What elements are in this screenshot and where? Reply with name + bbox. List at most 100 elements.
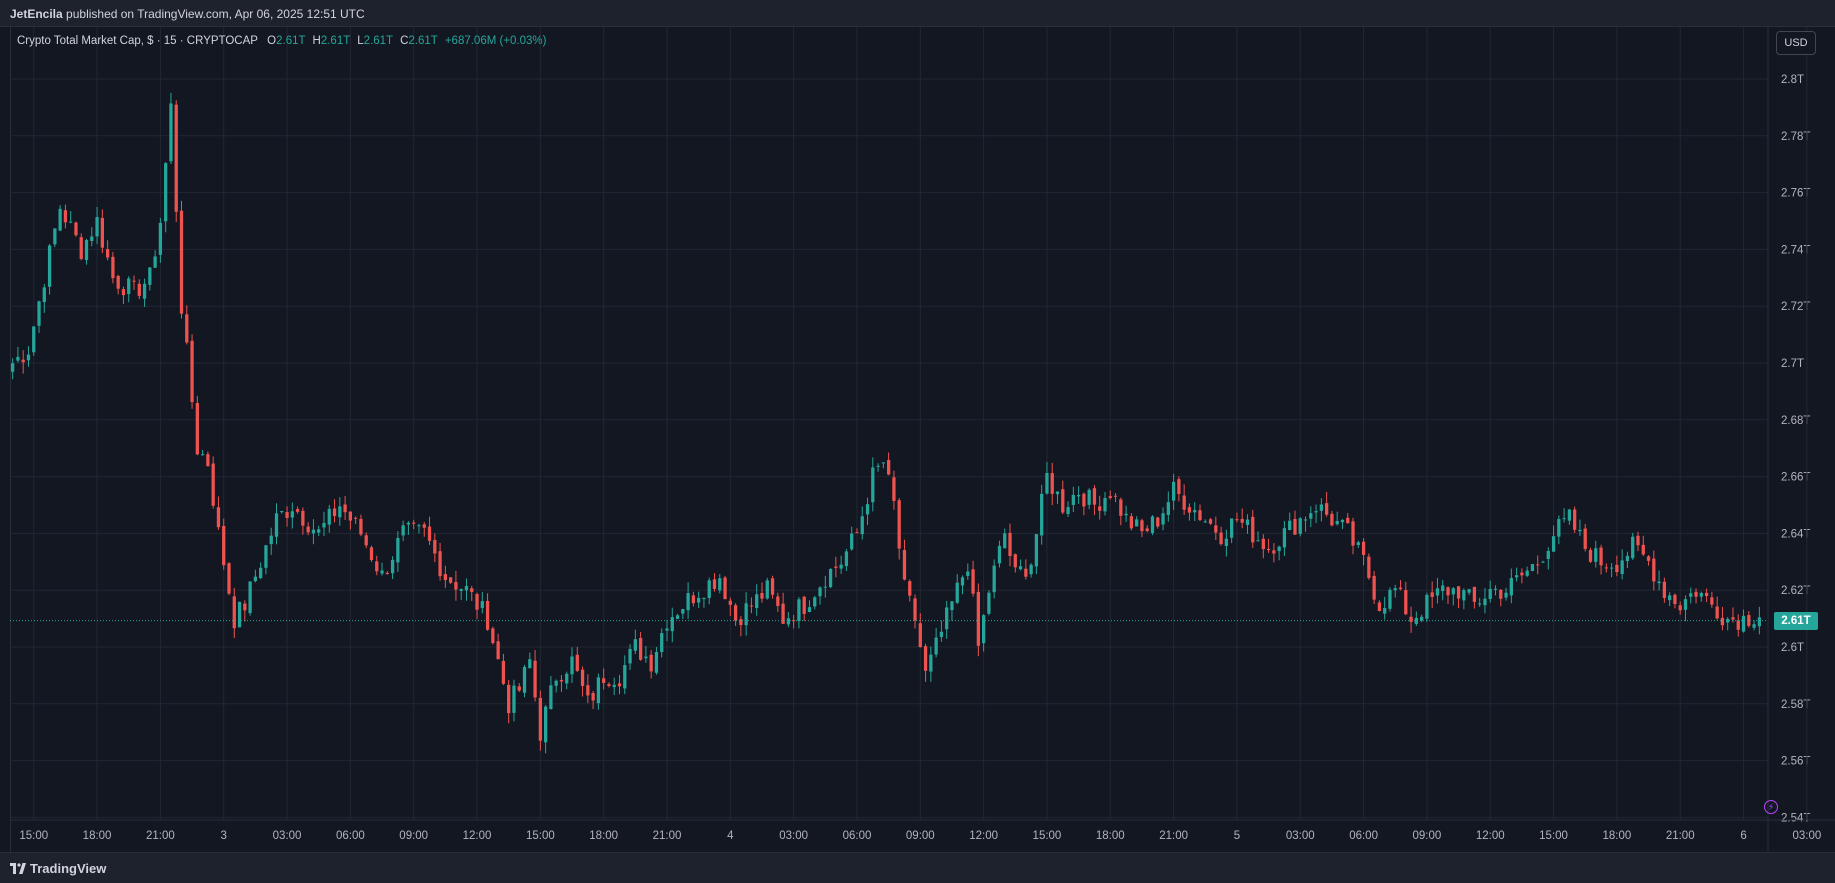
y-tick-label: 2.72T bbox=[1781, 301, 1810, 313]
candle-body bbox=[770, 578, 775, 595]
candle-body bbox=[855, 532, 859, 534]
candle-body bbox=[997, 545, 1002, 564]
candle-body bbox=[111, 256, 115, 279]
candle-body bbox=[443, 574, 447, 581]
candle-body bbox=[1409, 616, 1413, 622]
candle-body bbox=[1135, 519, 1139, 527]
candle-body bbox=[1092, 488, 1097, 505]
candle-body bbox=[1625, 555, 1630, 562]
legend-title[interactable]: Crypto Total Market Cap, $ · 15 · CRYPTO… bbox=[17, 35, 258, 47]
candle-body bbox=[1177, 479, 1181, 494]
candle-body bbox=[69, 221, 73, 223]
candle-body bbox=[354, 517, 358, 519]
candle-body bbox=[749, 605, 754, 607]
lightning-icon[interactable]: ⚡ bbox=[1764, 800, 1778, 814]
x-tick-label: 03:00 bbox=[273, 830, 302, 842]
legend-close-label: C bbox=[400, 35, 409, 47]
candle-body bbox=[1245, 519, 1250, 525]
candle-body bbox=[923, 646, 928, 671]
candle-body bbox=[1156, 517, 1160, 527]
x-tick-label: 06:00 bbox=[336, 830, 365, 842]
candle-body bbox=[26, 354, 31, 361]
candle-body bbox=[243, 603, 247, 611]
candle-body bbox=[158, 222, 163, 255]
candle-body bbox=[1335, 521, 1339, 525]
candle-body bbox=[1609, 567, 1614, 569]
candle-body bbox=[311, 529, 316, 534]
candle-body bbox=[675, 615, 680, 619]
candle-body bbox=[839, 564, 843, 569]
candle-body bbox=[317, 529, 321, 533]
candle-body bbox=[74, 222, 78, 236]
candle-body bbox=[802, 596, 806, 614]
candle-body bbox=[1066, 507, 1070, 514]
candle-body bbox=[496, 641, 500, 660]
candle-body bbox=[116, 276, 120, 289]
candle-body bbox=[1757, 617, 1761, 627]
candle-body bbox=[1599, 547, 1603, 566]
candle-body bbox=[1425, 594, 1429, 619]
candle-body bbox=[1499, 589, 1503, 599]
candle-body bbox=[987, 592, 991, 614]
candle-body bbox=[908, 581, 912, 596]
candle-body bbox=[565, 673, 569, 684]
candle-body bbox=[1720, 617, 1725, 626]
y-tick-label: 2.6T bbox=[1781, 642, 1804, 654]
candle-body bbox=[1224, 538, 1229, 546]
candle-body bbox=[528, 659, 532, 669]
candle-body bbox=[1620, 560, 1624, 574]
candle-body bbox=[1641, 544, 1645, 555]
candle-body bbox=[1551, 536, 1556, 552]
candle-body bbox=[1467, 589, 1471, 593]
candle-body bbox=[100, 217, 104, 248]
candle-body bbox=[543, 706, 548, 743]
candle-body bbox=[554, 680, 558, 686]
candle-body bbox=[1430, 592, 1434, 597]
candle-body bbox=[1171, 481, 1176, 501]
candle-body bbox=[517, 686, 521, 691]
candle-body bbox=[1451, 588, 1455, 595]
candle-body bbox=[1520, 572, 1524, 576]
currency-button[interactable]: USD bbox=[1776, 31, 1816, 55]
candle-body bbox=[132, 280, 136, 282]
candle-body bbox=[1256, 540, 1260, 542]
candle-body bbox=[1356, 542, 1360, 546]
candle-body bbox=[1583, 528, 1587, 549]
candle-body bbox=[1251, 516, 1255, 543]
candle-body bbox=[960, 577, 965, 586]
y-tick-label: 2.64T bbox=[1781, 528, 1810, 540]
candle-body bbox=[390, 559, 395, 574]
tradingview-logo[interactable]: TradingView bbox=[10, 861, 106, 876]
candle-body bbox=[1277, 546, 1281, 552]
chart-pane[interactable] bbox=[10, 27, 1835, 852]
y-tick-label: 2.78T bbox=[1781, 131, 1810, 143]
candle-body bbox=[612, 684, 616, 688]
author-name[interactable]: JetEncila bbox=[10, 7, 63, 21]
candle-body bbox=[95, 217, 99, 237]
candle-body bbox=[1383, 607, 1387, 614]
candle-body bbox=[1673, 594, 1677, 605]
candle-body bbox=[522, 666, 527, 693]
candle-body bbox=[1372, 575, 1376, 600]
candle-body bbox=[945, 607, 949, 630]
x-tick-label: 15:00 bbox=[19, 830, 48, 842]
candle-body bbox=[327, 508, 331, 525]
candle-body bbox=[412, 522, 416, 524]
candle-body bbox=[881, 462, 885, 464]
publish-text: published on TradingView.com, Apr 06, 20… bbox=[66, 7, 365, 21]
candle-body bbox=[237, 601, 242, 628]
candle-body bbox=[222, 525, 226, 566]
candle-body bbox=[1340, 519, 1345, 523]
candle-body bbox=[169, 103, 173, 162]
candle-body bbox=[776, 596, 780, 606]
candle-body bbox=[1398, 587, 1403, 590]
candle-body bbox=[1325, 503, 1329, 515]
candle-body bbox=[1710, 597, 1714, 605]
candle-body bbox=[491, 628, 495, 644]
x-tick-label: 09:00 bbox=[1413, 830, 1442, 842]
candle-body bbox=[765, 580, 769, 599]
last-price-label: 2.61T bbox=[1774, 612, 1818, 630]
candle-body bbox=[195, 402, 199, 455]
candle-body bbox=[1736, 620, 1740, 630]
